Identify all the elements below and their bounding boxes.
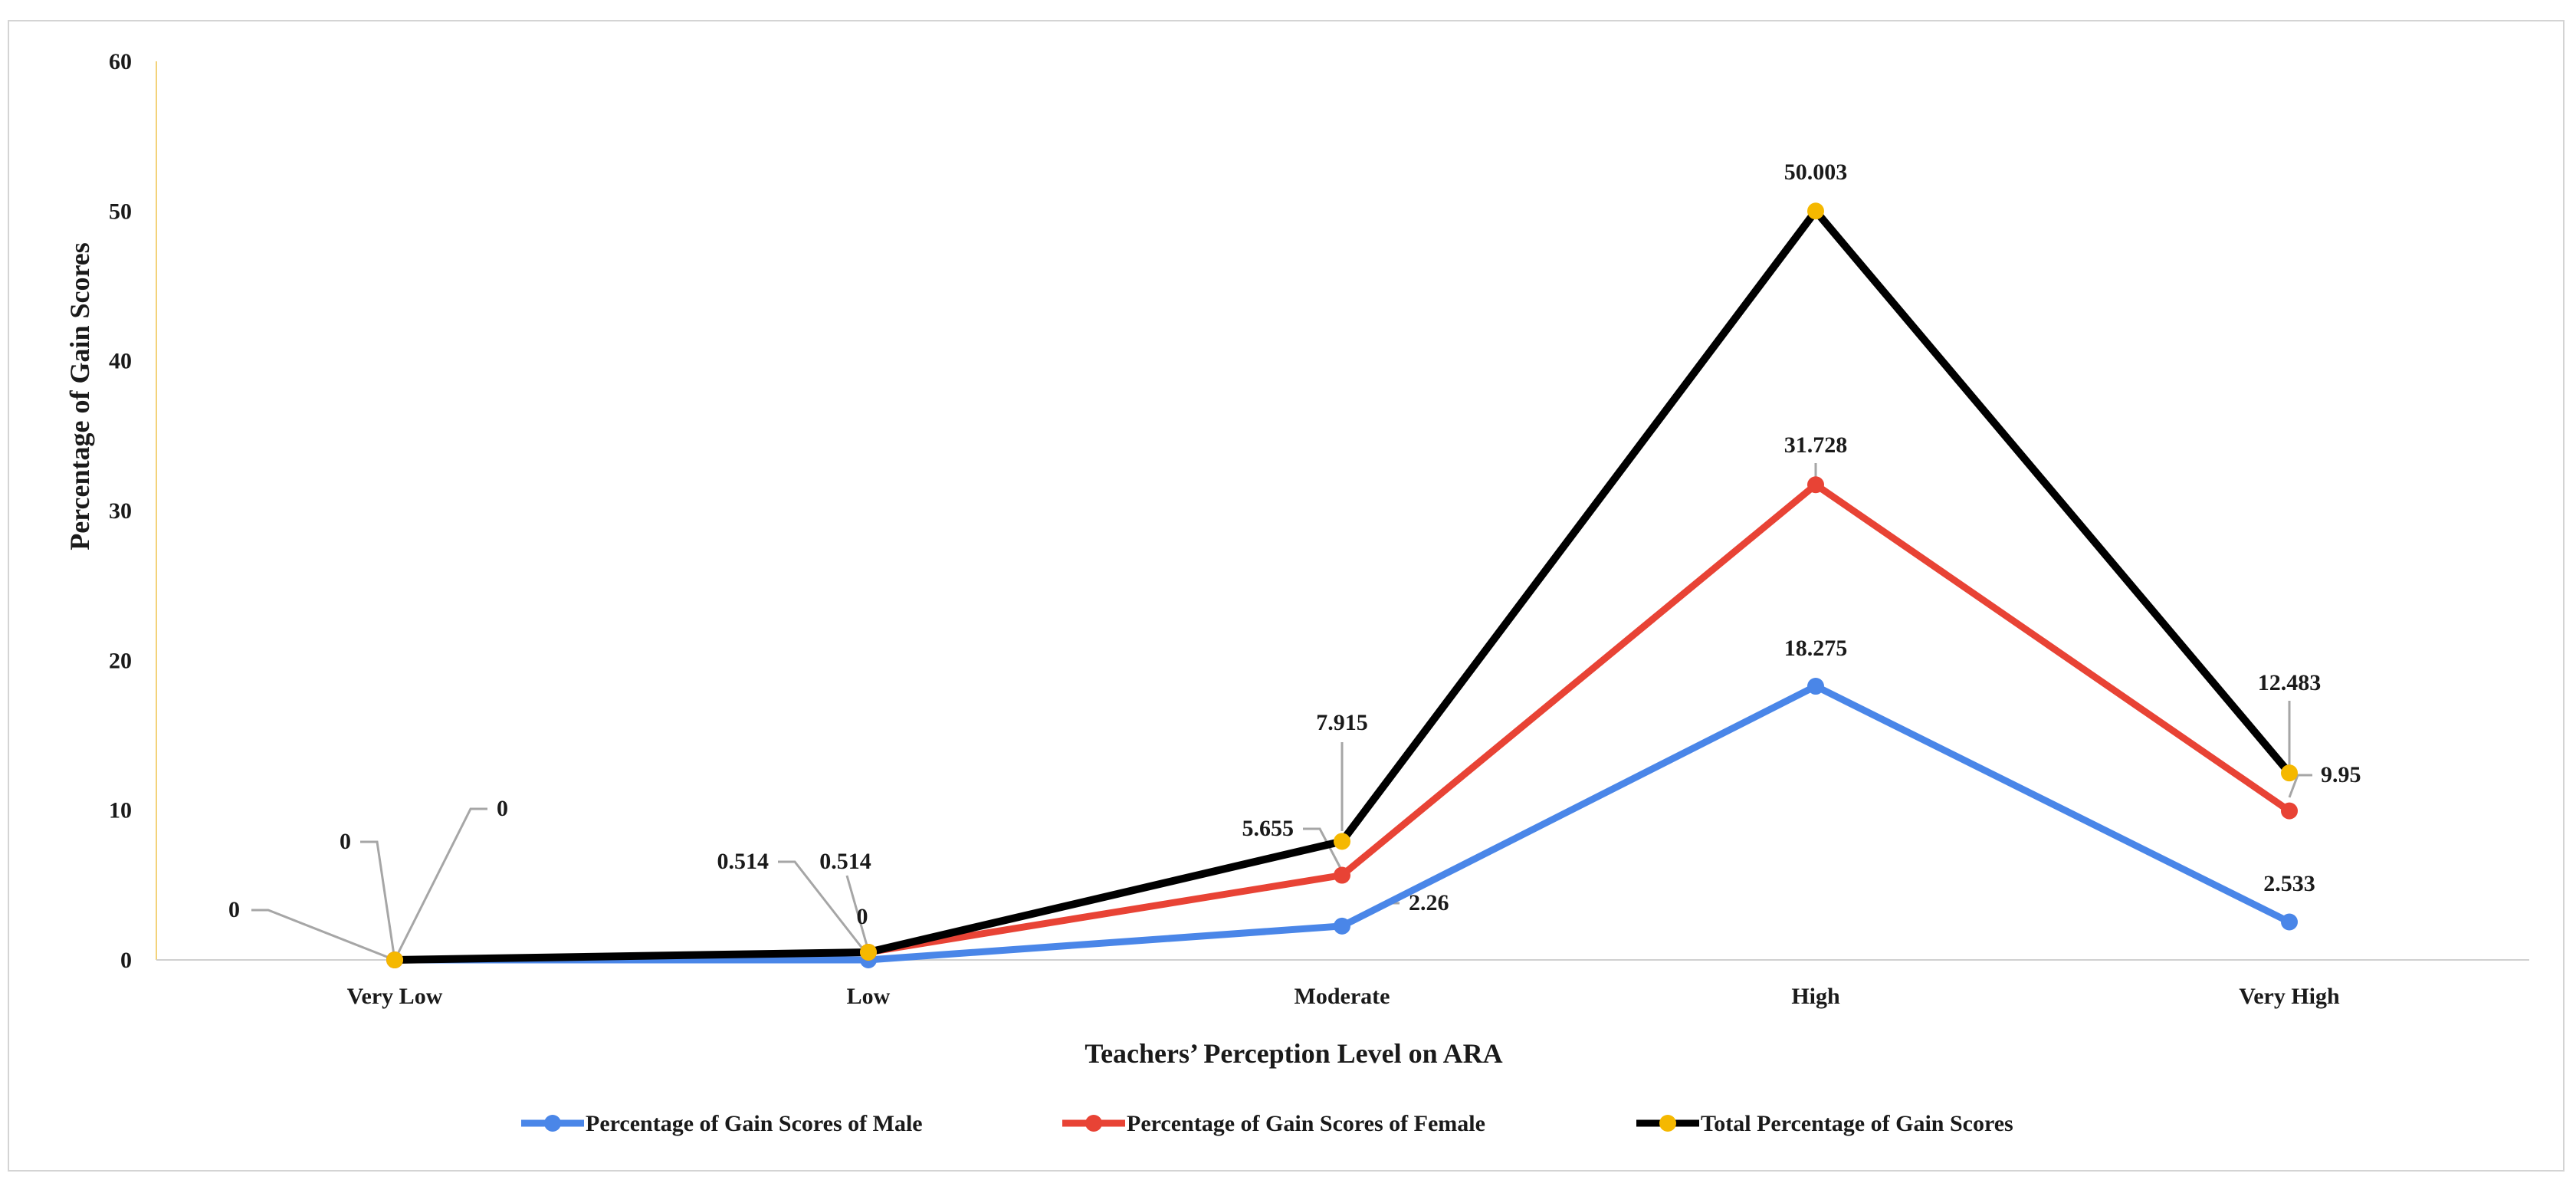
data-point-marker bbox=[2281, 802, 2298, 820]
y-tick-label: 10 bbox=[109, 798, 132, 823]
y-tick-label: 30 bbox=[109, 498, 132, 524]
data-point-marker bbox=[2281, 764, 2298, 782]
legend-label: Percentage of Gain Scores of Male bbox=[586, 1111, 923, 1136]
y-tick-label: 50 bbox=[109, 199, 132, 224]
legend-marker bbox=[1659, 1115, 1676, 1132]
x-tick-label: Moderate bbox=[1295, 984, 1390, 1009]
data-label: 9.95 bbox=[2321, 762, 2361, 787]
y-axis-title: Percentage of Gain Scores bbox=[64, 242, 95, 550]
x-tick-label: Very High bbox=[2239, 984, 2340, 1009]
x-tick-label: High bbox=[1791, 984, 1840, 1009]
y-axis-ticks: 0 10 20 30 40 50 60 bbox=[109, 49, 132, 973]
data-label: 31.728 bbox=[1784, 432, 1848, 458]
x-tick-label: Very Low bbox=[347, 984, 443, 1009]
data-label: 2.26 bbox=[1409, 890, 1449, 915]
x-axis-ticks: Very Low Low Moderate High Very High bbox=[347, 984, 2340, 1009]
legend-label: Total Percentage of Gain Scores bbox=[1701, 1111, 2013, 1136]
x-axis-title: Teachers’ Perception Level on ARA bbox=[1085, 1038, 1502, 1069]
legend-marker bbox=[1085, 1115, 1102, 1132]
data-label: 0 bbox=[497, 796, 508, 821]
label-leader-line bbox=[2288, 774, 2312, 798]
y-tick-label: 0 bbox=[120, 948, 132, 973]
data-point-marker bbox=[386, 951, 403, 968]
data-point-marker bbox=[1807, 476, 1824, 494]
data-point-marker bbox=[1334, 833, 1350, 850]
y-tick-label: 60 bbox=[109, 49, 132, 74]
data-label-leader-lines bbox=[251, 463, 2312, 961]
label-leader-line bbox=[1303, 827, 1344, 872]
data-label: 12.483 bbox=[2258, 670, 2322, 695]
data-labels: 0 0 0 0 0.514 0.514 2.26 5.655 7.915 18.275 31.728… bbox=[228, 159, 2361, 929]
data-point-marker bbox=[860, 943, 877, 961]
label-leader-line bbox=[778, 860, 870, 957]
data-label: 18.275 bbox=[1784, 636, 1848, 661]
data-point-marker bbox=[1334, 866, 1350, 884]
legend-label: Percentage of Gain Scores of Female bbox=[1127, 1111, 1485, 1136]
data-label: 0.514 bbox=[819, 849, 871, 874]
legend-marker bbox=[544, 1115, 561, 1132]
data-label: 0.514 bbox=[717, 849, 770, 874]
data-label: 0 bbox=[228, 897, 240, 922]
data-point-marker bbox=[1334, 917, 1350, 935]
data-point-marker bbox=[1807, 678, 1824, 695]
label-leader-line bbox=[360, 840, 396, 961]
label-leader-line bbox=[845, 875, 870, 951]
data-label: 0 bbox=[857, 904, 868, 929]
label-leader-line bbox=[393, 807, 487, 961]
data-label: 2.533 bbox=[2263, 871, 2315, 896]
data-label: 5.655 bbox=[1242, 816, 1295, 841]
label-leader-line bbox=[251, 909, 395, 961]
series-markers bbox=[386, 202, 2298, 968]
y-tick-label: 40 bbox=[109, 349, 132, 374]
data-label: 50.003 bbox=[1784, 159, 1848, 185]
x-tick-label: Low bbox=[847, 984, 891, 1009]
data-label: 0 bbox=[340, 829, 351, 854]
legend: Percentage of Gain Scores of Male Percent… bbox=[521, 1111, 2013, 1136]
y-tick-label: 20 bbox=[109, 648, 132, 673]
data-point-marker bbox=[1807, 202, 1824, 220]
data-point-marker bbox=[2281, 913, 2298, 931]
data-label: 7.915 bbox=[1316, 710, 1368, 735]
